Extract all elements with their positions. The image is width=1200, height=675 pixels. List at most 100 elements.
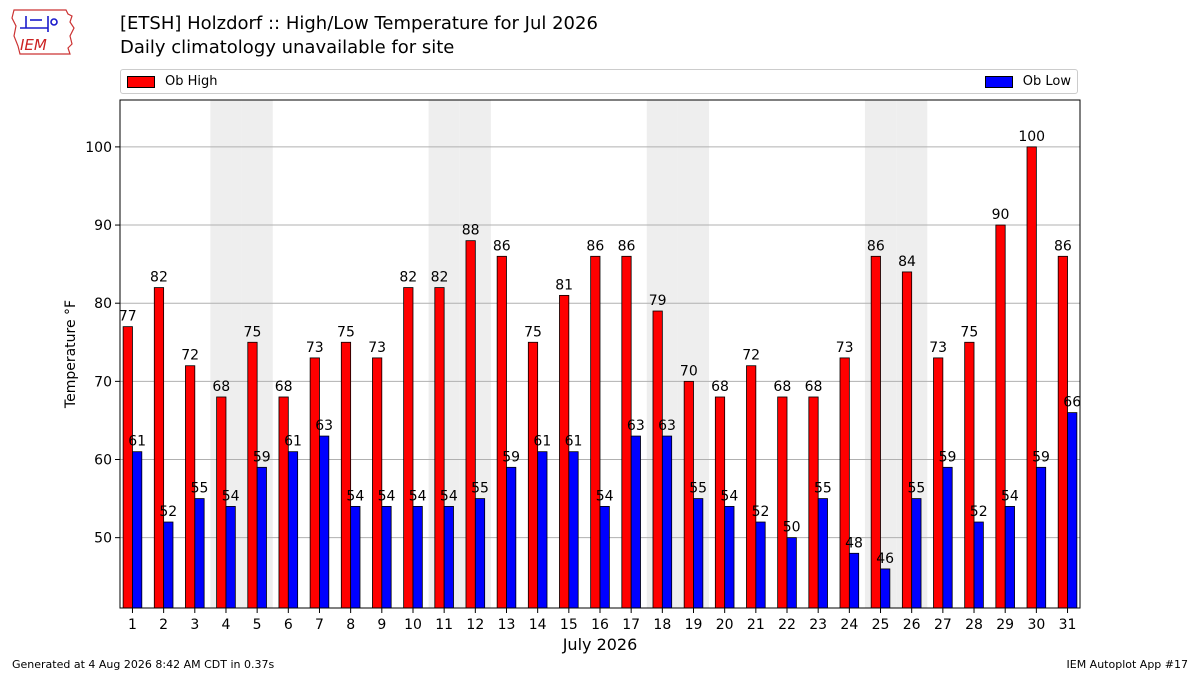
chart-legend: Ob High Ob Low [120,69,1078,94]
data-label-high: 79 [649,293,667,309]
data-label-low: 59 [939,449,957,465]
bar-high [309,357,320,609]
footer-app-label: IEM Autoplot App #17 [1066,658,1189,671]
iem-logo: IEM [11,9,75,55]
x-tick-label: 19 [685,617,703,633]
bar-high [434,287,445,609]
data-label-low: 63 [627,418,645,434]
bar-low [443,505,454,609]
bar-low [412,505,423,609]
x-tick-label: 3 [190,617,199,633]
bar-low [942,466,953,609]
data-label-low: 50 [783,520,801,536]
bar-high [527,341,539,609]
bar-low [568,451,579,609]
x-tick-label: 7 [315,617,324,633]
data-label-low: 54 [596,488,614,504]
bar-low [381,505,392,609]
x-tick-label: 30 [1027,617,1045,633]
bar-high [1057,255,1068,609]
bar-high [839,357,850,609]
x-tick-label: 20 [716,617,734,633]
bar-low [880,568,891,609]
data-label-low: 52 [752,504,770,520]
legend-swatch-high [127,75,155,88]
data-label-low: 59 [1032,449,1050,465]
bar-high [278,396,289,609]
x-tick-label: 29 [996,617,1014,633]
data-label-high: 70 [680,363,698,379]
data-label-low: 54 [346,488,364,504]
y-axis-label: Temperature °F [63,300,79,409]
bar-low [630,435,641,609]
data-label-low: 52 [159,504,177,520]
bar-low [1035,466,1047,609]
weather-station-icon [20,16,58,32]
bar-low [225,505,236,609]
x-tick-label: 16 [591,617,609,633]
data-label-high: 75 [244,324,262,340]
x-tick-label: 6 [284,617,293,633]
x-tick-label: 15 [560,617,578,633]
data-label-low: 55 [814,481,832,497]
bar-high [496,255,507,609]
data-label-low: 54 [222,488,240,504]
chart-title: [ETSH] Holzdorf :: High/Low Temperature … [120,13,598,34]
bar-high [995,224,1006,609]
data-label-high: 73 [306,340,324,356]
x-tick-label: 4 [222,617,231,633]
bar-low [724,505,735,609]
footer-generated-text: Generated at 4 Aug 2026 8:42 AM CDT in 0… [12,658,275,671]
data-label-high: 86 [493,238,511,254]
data-label-low: 55 [689,481,707,497]
bar-high [777,396,788,609]
data-label-high: 68 [711,379,729,395]
data-label-low: 52 [970,504,988,520]
bar-high [559,294,570,609]
bar-high [652,310,663,609]
data-label-high: 100 [1018,129,1045,145]
bar-low [474,498,486,609]
x-tick-label: 28 [965,617,983,633]
bar-low [287,451,299,609]
x-tick-label: 26 [903,617,921,633]
data-label-high: 82 [399,270,417,286]
x-tick-label: 22 [778,617,796,633]
bar-high [964,341,975,609]
data-label-low: 59 [502,449,520,465]
bar-high [122,326,133,609]
legend-item-low: Ob Low [984,74,1071,89]
x-tick-label: 1 [128,617,137,633]
data-label-high: 86 [1054,238,1072,254]
bar-high [247,341,258,609]
data-label-low: 55 [471,481,489,497]
data-label-high: 86 [586,238,604,254]
x-tick-label: 23 [809,617,827,633]
data-label-low: 54 [378,488,396,504]
data-label-low: 66 [1063,395,1081,411]
bar-low [693,498,704,609]
data-label-low: 54 [720,488,738,504]
data-label-high: 75 [524,324,542,340]
x-tick-label: 25 [872,617,890,633]
bar-low [973,521,984,609]
bar-low [163,521,174,609]
data-label-high: 73 [929,340,947,356]
data-label-high: 88 [462,223,480,239]
bar-high [1026,146,1037,609]
bar-high [372,357,383,609]
legend-label-high: Ob High [165,74,218,89]
y-tick-label: 80 [94,296,112,312]
y-tick-label: 100 [85,140,112,156]
y-tick-label: 70 [94,374,112,390]
bar-low [661,435,673,609]
data-label-low: 61 [565,434,583,450]
data-label-high: 84 [898,254,916,270]
bar-low [911,498,922,609]
data-label-low: 48 [845,535,863,551]
data-label-low: 55 [191,481,209,497]
data-label-high: 90 [992,207,1010,223]
bar-low [786,537,797,609]
bar-low [1067,412,1078,609]
